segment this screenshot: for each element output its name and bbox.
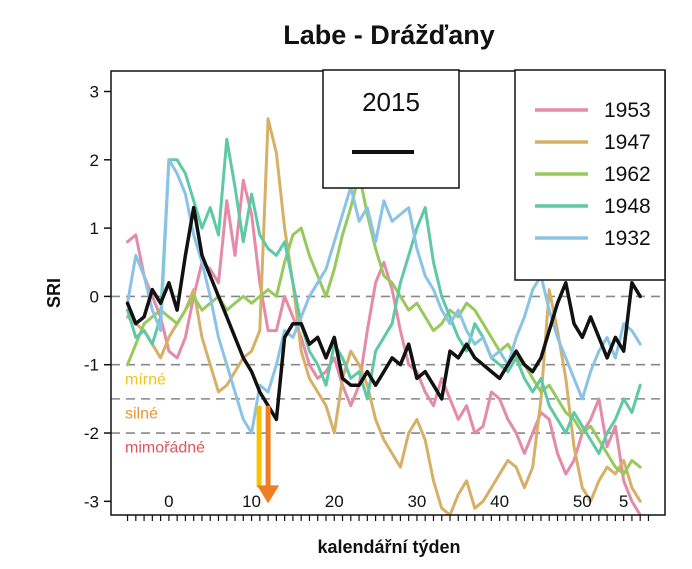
x-tick-label: 20: [325, 492, 344, 511]
legend-label: 1932: [604, 227, 651, 250]
series-line-1953: [126, 178, 642, 515]
y-axis-label: SRI: [44, 278, 64, 308]
x-tick-label: 5: [619, 492, 628, 511]
series-lines: [125, 117, 642, 515]
drought-category-label: silné: [125, 406, 158, 423]
y-tick-label: 2: [90, 151, 99, 170]
series-line-1948: [126, 137, 642, 455]
legend: 1953 1947 1962 1948 1932: [514, 69, 666, 281]
highlight-legend-frame: [322, 69, 460, 189]
drought-category-label: mírné: [125, 371, 166, 388]
y-tick-label: 1: [90, 219, 99, 238]
x-ticks: 0 10 20 30 40 50 5: [126, 492, 650, 521]
highlight-legend-label: 2015: [362, 87, 420, 117]
legend-label: 1948: [604, 195, 651, 218]
y-tick-label: 0: [90, 287, 99, 306]
x-axis-label: kalendářní týden: [317, 537, 460, 557]
x-tick-label: 0: [164, 492, 173, 511]
y-tick-label: -2: [84, 424, 99, 443]
x-tick-label: 10: [242, 492, 261, 511]
y-tick-label: -1: [84, 356, 99, 375]
chart-title: Labe - Drážďany: [283, 20, 494, 50]
arrow-head: [257, 485, 280, 504]
y-tick-label: 3: [90, 82, 99, 101]
legend-label: 1962: [604, 163, 651, 186]
y-tick-label: -3: [84, 492, 99, 511]
x-tick-label: 50: [573, 492, 592, 511]
y-ticks: 3 2 1 0 -1 -2 -3: [84, 82, 111, 511]
drought-category-labels: mírné silné mimořádné: [125, 371, 205, 456]
series-line-1932: [126, 158, 642, 435]
series-line-2015: [125, 205, 642, 422]
x-tick-label: 40: [490, 492, 509, 511]
legend-label: 1947: [604, 131, 651, 154]
highlight-legend-box: 2015: [322, 69, 460, 189]
arrow-marker: [256, 405, 280, 504]
series-line-1962: [126, 172, 642, 476]
legend-label: 1953: [604, 99, 651, 122]
x-tick-label: 30: [407, 492, 426, 511]
drought-category-label: mimořádné: [125, 440, 205, 457]
